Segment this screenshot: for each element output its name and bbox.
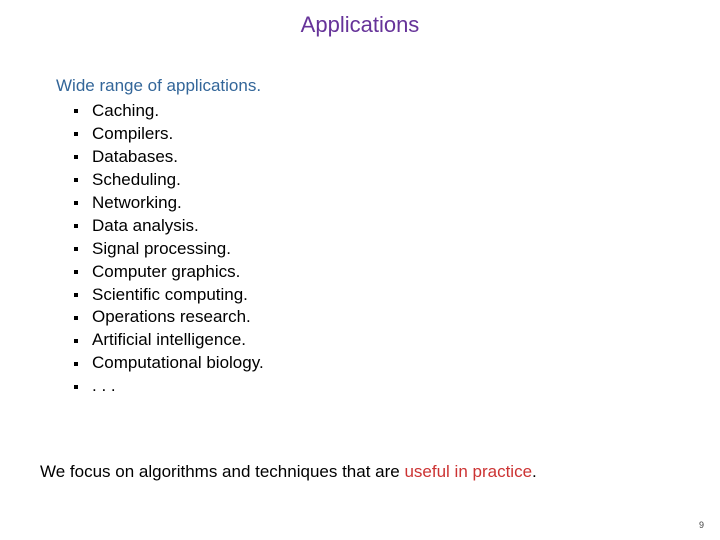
list-item-ellipsis: . . . (74, 375, 720, 398)
list-item: Operations research. (74, 306, 720, 329)
slide: Applications Wide range of applications.… (0, 0, 720, 540)
list-item: Computational biology. (74, 352, 720, 375)
list-item: Caching. (74, 100, 720, 123)
heading: Wide range of applications. (56, 76, 720, 96)
list-item: Scheduling. (74, 169, 720, 192)
slide-content: Wide range of applications. Caching. Com… (0, 38, 720, 398)
heading-lead: Wide range of applications. (56, 76, 261, 95)
slide-title: Applications (0, 0, 720, 38)
list-item: Networking. (74, 192, 720, 215)
list-item: Scientific computing. (74, 284, 720, 307)
page-number: 9 (699, 520, 704, 530)
list-item: Databases. (74, 146, 720, 169)
footer-pre: We focus on algorithms and techniques th… (40, 462, 404, 481)
list-item: Data analysis. (74, 215, 720, 238)
list-item: Artificial intelligence. (74, 329, 720, 352)
list-item: Computer graphics. (74, 261, 720, 284)
footer-text: We focus on algorithms and techniques th… (40, 462, 537, 482)
list-item: Compilers. (74, 123, 720, 146)
bullet-list: Caching. Compilers. Databases. Schedulin… (74, 100, 720, 398)
footer-emph: useful in practice (404, 462, 532, 481)
list-item: Signal processing. (74, 238, 720, 261)
footer-post: . (532, 462, 537, 481)
